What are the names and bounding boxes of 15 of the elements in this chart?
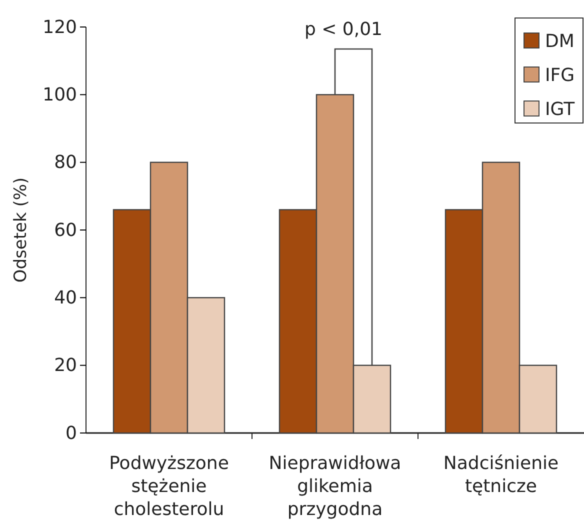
y-tick-label: 0 <box>66 422 77 444</box>
y-axis-title: Odsetek (%) <box>11 177 31 283</box>
x-tick-label: Nadciśnienie tętnicze <box>443 453 559 497</box>
legend-label: IFG <box>545 65 575 86</box>
y-tick-label: 40 <box>54 287 77 308</box>
y-tick-label: 60 <box>54 220 77 241</box>
y-tick-label: 80 <box>54 152 77 174</box>
annotation: p < 0,01 <box>304 19 383 40</box>
y-tick-label: 100 <box>42 84 77 106</box>
y-tick-label: 20 <box>54 355 77 376</box>
legend-label: DM <box>545 31 574 52</box>
legend-label: IGT <box>545 99 576 120</box>
y-tick-label: 120 <box>42 16 77 38</box>
x-tick-label: Podwyższone stężenie cholesterolu <box>109 453 229 520</box>
x-tick-label: Nieprawidłowa glikemia przygodna <box>268 453 402 520</box>
